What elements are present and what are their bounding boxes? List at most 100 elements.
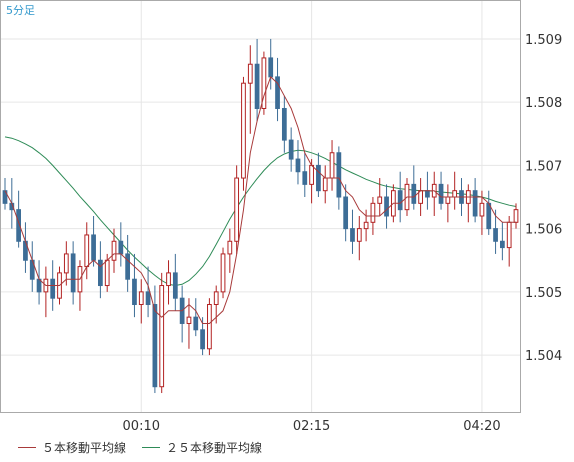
candle-body-down [295, 158, 301, 173]
candle-body-up [418, 190, 423, 204]
candle [479, 190, 485, 235]
candle [465, 184, 471, 223]
y-axis-ticks: 1.509 1.508 1.507 1.506 1.505 1.504 [525, 33, 562, 364]
candle-body-up [111, 240, 117, 261]
candle [186, 298, 192, 349]
candle-body-down [275, 76, 280, 109]
ma25-series [4, 136, 517, 287]
candlestick-series [2, 38, 519, 394]
candle [145, 266, 151, 318]
candle-body-up [241, 82, 246, 179]
candle [23, 222, 28, 273]
candle-body-down [145, 291, 151, 306]
candle [316, 152, 321, 198]
candle-body-up [213, 291, 219, 306]
candle [254, 38, 260, 122]
candle-body-down [343, 196, 349, 230]
candle-body-down [411, 183, 417, 204]
candle-body-down [425, 190, 430, 198]
candle-body-up [207, 304, 212, 350]
candle [166, 260, 171, 305]
candle [16, 190, 22, 248]
candle [295, 140, 301, 185]
candle [431, 171, 437, 216]
candle-body-down [125, 253, 131, 280]
candle [36, 260, 42, 305]
candle [207, 298, 212, 356]
candle [363, 209, 369, 242]
candle [343, 184, 349, 242]
y-tick-label: 1.509 [525, 33, 562, 48]
candle [70, 241, 76, 305]
candle-body-down [493, 228, 498, 242]
candle-body-down [472, 190, 478, 217]
candle-body-down [499, 240, 505, 249]
candle-body-down [98, 259, 103, 287]
candle-body-up [322, 177, 328, 192]
x-tick-label: 00:10 [123, 419, 160, 434]
ma5-line [4, 76, 516, 324]
candle-body-down [268, 57, 274, 78]
plot-frame [0, 0, 521, 413]
candle [329, 140, 335, 191]
candle-body-down [172, 272, 178, 299]
y-tick-label: 1.506 [525, 223, 562, 238]
candle [179, 285, 185, 343]
candle-body-up [234, 177, 240, 242]
candle-body-down [438, 183, 444, 204]
candle [384, 184, 389, 229]
legend-item-ma25: ２５本移動平均線 [142, 439, 262, 456]
candle-body-down [118, 240, 124, 255]
candle [63, 241, 69, 286]
y-tick-label: 1.507 [525, 159, 562, 174]
candle [98, 241, 103, 299]
candle [486, 190, 492, 235]
candle-body-up [84, 234, 90, 268]
legend: ５本移動平均線 ２５本移動平均線 [18, 436, 278, 458]
candle-body-down [2, 190, 8, 204]
y-tick-label: 1.508 [525, 96, 562, 111]
legend-label-ma5: ５本移動平均線 [42, 440, 127, 455]
candle [159, 272, 165, 394]
candle [138, 279, 144, 324]
candle [234, 165, 240, 254]
candle-body-up [513, 209, 519, 223]
candle [152, 285, 158, 394]
candle [220, 247, 226, 299]
candle-body-up [329, 152, 335, 179]
candle [29, 241, 35, 292]
candle-body-up [452, 190, 458, 198]
ma5-swatch [18, 446, 36, 448]
candle [506, 215, 512, 267]
candle-body-down [281, 107, 287, 141]
candle-body-down [36, 278, 42, 293]
candle-body-down [16, 209, 22, 242]
candle-body-up [63, 253, 69, 274]
candle [241, 76, 246, 191]
candle [356, 215, 362, 261]
candle [445, 184, 451, 223]
candle-body-up [166, 272, 171, 287]
candle-body-up [506, 221, 512, 249]
candle-body-up [159, 285, 165, 388]
candle [322, 165, 328, 204]
legend-label-ma25: ２５本移動平均線 [166, 440, 263, 455]
candle [472, 178, 478, 223]
ma5-series [4, 76, 516, 324]
candle-body-down [200, 329, 205, 350]
candle [377, 178, 383, 216]
candle [452, 171, 458, 210]
candle-body-up [227, 240, 233, 255]
candle-body-up [445, 196, 451, 204]
ma25-line [4, 136, 517, 287]
candle [281, 95, 287, 153]
candle-body-down [384, 196, 389, 217]
candle [111, 228, 117, 273]
candle-body-down [486, 202, 492, 230]
candle [125, 234, 131, 292]
candle-body-down [350, 228, 355, 242]
candle [513, 203, 519, 229]
candle [91, 215, 96, 267]
candle-body-up [356, 228, 362, 242]
